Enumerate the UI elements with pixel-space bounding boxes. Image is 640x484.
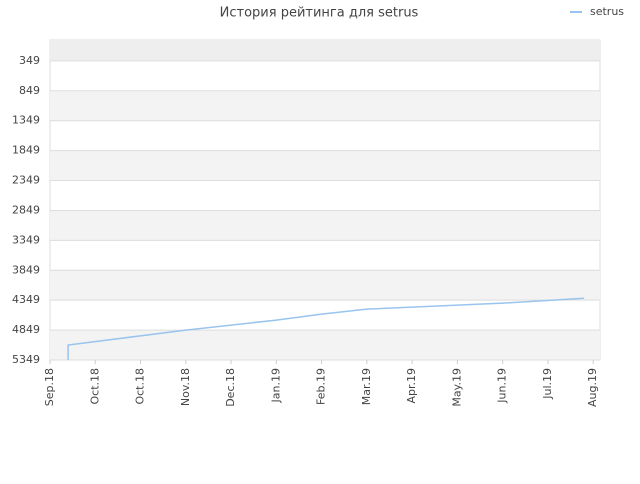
band [50, 270, 600, 301]
x-tick-label: Mar.19 [360, 368, 373, 405]
y-tick-label: 2849 [12, 203, 40, 216]
x-tick-label: May.19 [450, 368, 463, 407]
x-tick-label: Oct.18 [134, 368, 147, 405]
band [50, 90, 600, 121]
y-tick-label: 1349 [12, 114, 40, 127]
band [50, 330, 600, 360]
y-tick-label: 349 [19, 54, 40, 67]
x-tick-label: Sep.18 [43, 368, 56, 406]
y-tick-label: 5349 [12, 353, 40, 366]
x-tick-label: Dec.18 [224, 368, 237, 407]
x-tick-label: Jan.19 [269, 368, 282, 403]
y-tick-label: 849 [19, 84, 40, 97]
x-tick-label: Jun.19 [496, 368, 509, 404]
y-tick-label: 4849 [12, 323, 40, 336]
y-tick-label: 3849 [12, 263, 40, 276]
y-tick-label: 2349 [12, 174, 40, 187]
x-tick-label: Aug.19 [586, 368, 599, 407]
y-tick-label: 4349 [12, 293, 40, 306]
band [50, 150, 600, 181]
x-tick-label: Oct.18 [88, 368, 101, 405]
plot-area [49, 39, 601, 361]
chart-title: История рейтинга для setrus [220, 6, 419, 21]
band [50, 210, 600, 241]
x-tick-label: Feb.19 [315, 368, 328, 405]
x-tick-label: Apr.19 [405, 368, 418, 404]
x-tick-label: Jul.19 [541, 368, 554, 400]
data-line [67, 297, 585, 360]
x-tick-label: Nov.18 [179, 368, 192, 406]
band [50, 40, 600, 61]
y-tick-label: 3349 [12, 233, 40, 246]
y-tick-label: 1849 [12, 144, 40, 157]
legend-label: setrus [590, 5, 624, 18]
